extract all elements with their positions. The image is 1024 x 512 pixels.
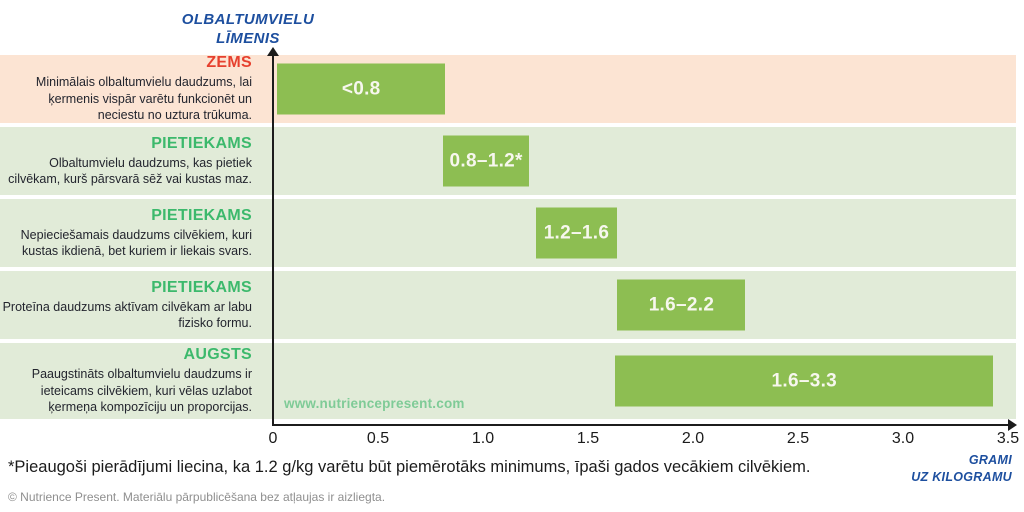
value-bar: 1.2–1.6 — [535, 207, 618, 259]
watermark-url: www.nutriencepresent.com — [284, 396, 465, 411]
row-label-column: ZEMS Minimālais olbaltumvielu daudzums, … — [2, 54, 252, 123]
chart-title-line1: OLBALTUMVIELU — [181, 11, 315, 28]
footnote-text: *Pieaugoši pierādījumi liecina, ka 1.2 g… — [8, 458, 811, 476]
x-axis-arrow-icon — [1008, 419, 1017, 431]
value-bar: 1.6–3.3 — [615, 355, 994, 407]
level-heading: AUGSTS — [183, 346, 252, 364]
value-bar: 0.8–1.2* — [443, 135, 530, 187]
chart-title-line2: LĪMENIS — [216, 30, 280, 47]
value-bar: <0.8 — [277, 63, 446, 115]
level-description: Minimālais olbaltumvielu daudzums, lai ķ… — [35, 75, 252, 123]
copyright-text: © Nutrience Present. Materiālu pārpublic… — [8, 490, 386, 504]
level-heading: PIETIEKAMS — [151, 206, 252, 224]
level-row-zems: ZEMS Minimālais olbaltumvielu daudzums, … — [0, 54, 1016, 123]
level-description: Paaugstināts olbaltumvielu daudzums ir i… — [31, 367, 252, 415]
x-tick-2.5: 2.5 — [786, 430, 810, 447]
level-description: Proteīna daudzums aktīvam cilvēkam ar la… — [2, 299, 252, 331]
bar-range-label: 1.2–1.6 — [543, 222, 610, 243]
level-row-augsts: AUGSTS Paaugstināts olbaltumvielu daudzu… — [0, 343, 1016, 419]
bar-range-label: 0.8–1.2* — [449, 150, 523, 171]
level-heading: PIETIEKAMS — [151, 278, 252, 296]
x-tick-1.0: 1.0 — [471, 430, 495, 447]
bar-range-label: 1.6–2.2 — [648, 294, 715, 315]
x-axis-unit-line1: GRAMI — [968, 453, 1012, 467]
x-axis-line — [272, 424, 1009, 426]
x-tick-3.5: 3.5 — [996, 430, 1020, 447]
chart-title: OLBALTUMVIELU LĪMENIS — [128, 10, 368, 48]
y-axis-line — [272, 56, 274, 426]
row-label-column: PIETIEKAMS Olbaltumvielu daudzums, kas p… — [2, 127, 252, 195]
level-row-pietiekams-2: PIETIEKAMS Nepieciešamais daudzums cilvē… — [0, 199, 1016, 267]
level-row-pietiekams-1: PIETIEKAMS Olbaltumvielu daudzums, kas p… — [0, 127, 1016, 195]
x-axis-unit-line2: UZ KILOGRAMU — [911, 470, 1012, 484]
x-tick-0: 0 — [268, 430, 278, 447]
row-label-column: PIETIEKAMS Nepieciešamais daudzums cilvē… — [2, 199, 252, 267]
value-bar: 1.6–2.2 — [617, 279, 746, 331]
level-heading: PIETIEKAMS — [151, 134, 252, 152]
level-row-pietiekams-3: PIETIEKAMS Proteīna daudzums aktīvam cil… — [0, 271, 1016, 339]
x-tick-0.5: 0.5 — [366, 430, 390, 447]
level-description: Olbaltumvielu daudzums, kas pietiek cilv… — [8, 155, 252, 187]
level-description: Nepieciešamais daudzums cilvēkiem, kuri … — [20, 227, 252, 259]
x-tick-3.0: 3.0 — [891, 430, 915, 447]
bar-range-label: 1.6–3.3 — [771, 370, 838, 391]
level-heading: ZEMS — [206, 54, 252, 72]
x-axis-unit-label: GRAMI UZ KILOGRAMU — [911, 452, 1012, 486]
row-label-column: AUGSTS Paaugstināts olbaltumvielu daudzu… — [2, 343, 252, 419]
y-axis-arrow-icon — [267, 47, 279, 56]
row-label-column: PIETIEKAMS Proteīna daudzums aktīvam cil… — [2, 271, 252, 339]
bar-range-label: <0.8 — [341, 78, 381, 99]
x-tick-2.0: 2.0 — [681, 430, 705, 447]
x-tick-1.5: 1.5 — [576, 430, 600, 447]
